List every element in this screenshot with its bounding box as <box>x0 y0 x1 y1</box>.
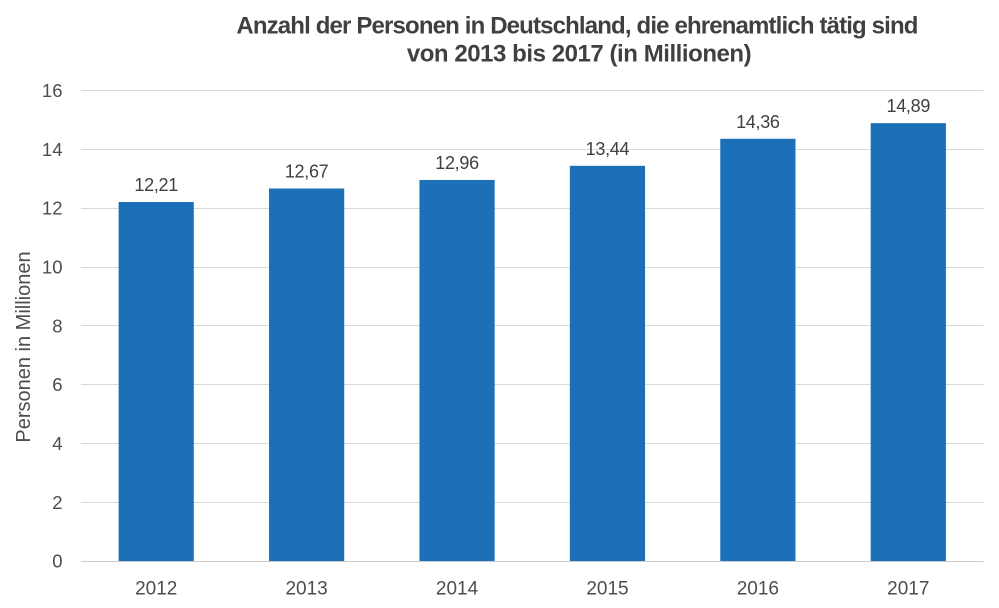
svg-text:2013: 2013 <box>285 579 327 600</box>
svg-text:Personen in Millionen: Personen in Millionen <box>13 251 35 442</box>
svg-text:14,36: 14,36 <box>736 112 780 132</box>
svg-text:8: 8 <box>52 315 62 336</box>
svg-text:12,67: 12,67 <box>285 162 329 182</box>
svg-text:2015: 2015 <box>586 579 628 600</box>
svg-text:von 2013 bis 2017 (in Millione: von 2013 bis 2017 (in Millionen) <box>407 41 751 68</box>
svg-text:2012: 2012 <box>135 579 177 600</box>
svg-text:2016: 2016 <box>737 579 779 600</box>
svg-text:16: 16 <box>42 80 63 101</box>
svg-text:13,44: 13,44 <box>586 139 630 159</box>
svg-text:Anzahl der Personen in Deutsch: Anzahl der Personen in Deutschland, die … <box>236 13 917 40</box>
svg-text:2: 2 <box>52 492 62 513</box>
svg-text:2017: 2017 <box>887 579 929 600</box>
svg-text:12,96: 12,96 <box>435 153 479 173</box>
svg-text:10: 10 <box>42 256 63 277</box>
svg-text:12: 12 <box>42 198 63 219</box>
svg-text:4: 4 <box>52 433 62 454</box>
svg-text:12,21: 12,21 <box>134 175 178 195</box>
svg-text:14: 14 <box>42 139 63 160</box>
svg-text:2014: 2014 <box>436 579 479 600</box>
svg-text:6: 6 <box>52 374 62 395</box>
svg-text:14,89: 14,89 <box>887 96 931 116</box>
svg-text:0: 0 <box>52 551 62 572</box>
